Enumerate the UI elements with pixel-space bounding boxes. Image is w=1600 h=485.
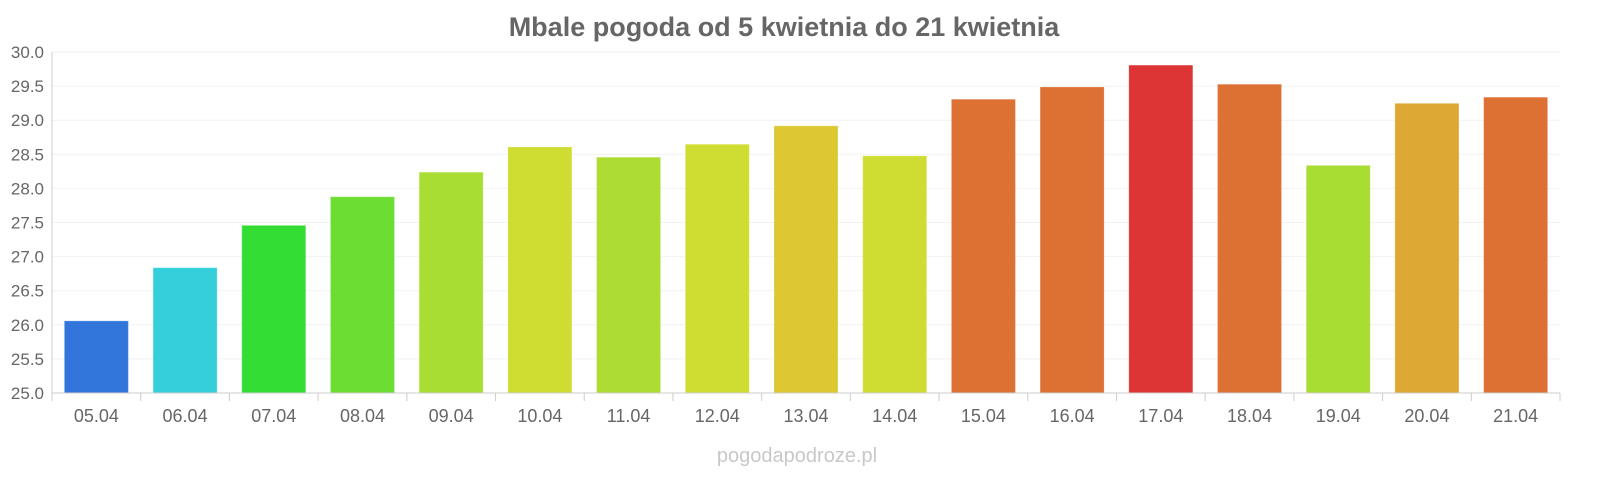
bar-05.04 — [64, 320, 129, 394]
x-tick-label: 19.04 — [1316, 406, 1361, 426]
x-tick-label: 15.04 — [961, 406, 1006, 426]
bar-09.04 — [419, 172, 484, 394]
y-tick-label: 29.0 — [11, 111, 44, 130]
x-tick-label: 16.04 — [1050, 406, 1095, 426]
bar-15.04 — [951, 99, 1016, 394]
x-tick-label: 09.04 — [429, 406, 474, 426]
x-tick-label: 08.04 — [340, 406, 385, 426]
bar-07.04 — [241, 225, 306, 394]
bar-16.04 — [1040, 86, 1105, 394]
x-tick-label: 17.04 — [1138, 406, 1183, 426]
y-tick-label: 26.0 — [11, 316, 44, 335]
x-tick-label: 06.04 — [163, 406, 208, 426]
x-tick-label: 07.04 — [251, 406, 296, 426]
x-tick-label: 20.04 — [1404, 406, 1449, 426]
bar-19.04 — [1306, 165, 1371, 394]
bar-21.04 — [1483, 97, 1548, 394]
bar-13.04 — [774, 125, 838, 394]
y-tick-label: 25.0 — [11, 384, 44, 403]
x-tick-label: 21.04 — [1493, 406, 1538, 426]
x-tick-label: 12.04 — [695, 406, 740, 426]
y-tick-label: 27.5 — [11, 214, 44, 233]
y-tick-label: 28.0 — [11, 179, 44, 198]
x-tick-label: 13.04 — [783, 406, 828, 426]
y-tick-label: 27.0 — [11, 248, 44, 267]
y-tick-label: 25.5 — [11, 350, 44, 369]
x-tick-label: 11.04 — [607, 406, 651, 426]
bar-10.04 — [507, 146, 572, 394]
bar-17.04 — [1128, 65, 1193, 394]
bar-18.04 — [1217, 84, 1282, 394]
x-tick-label: 18.04 — [1227, 406, 1272, 426]
y-tick-label: 30.0 — [11, 43, 44, 62]
bar-08.04 — [330, 196, 395, 394]
x-tick-label: 10.04 — [517, 406, 562, 426]
chart-title: Mbale pogoda od 5 kwietnia do 21 kwietni… — [509, 12, 1061, 42]
y-tick-label: 29.5 — [11, 77, 44, 96]
x-tick-label: 14.04 — [872, 406, 917, 426]
bar-06.04 — [153, 267, 218, 394]
x-tick-label: 05.04 — [74, 406, 119, 426]
y-tick-label: 28.5 — [11, 145, 44, 164]
bar-14.04 — [862, 155, 927, 394]
y-tick-label: 26.5 — [11, 282, 44, 301]
bar-20.04 — [1394, 103, 1459, 394]
bar-11.04 — [596, 157, 661, 394]
bar-12.04 — [685, 144, 750, 394]
watermark: pogodapodroze.pl — [717, 445, 877, 467]
